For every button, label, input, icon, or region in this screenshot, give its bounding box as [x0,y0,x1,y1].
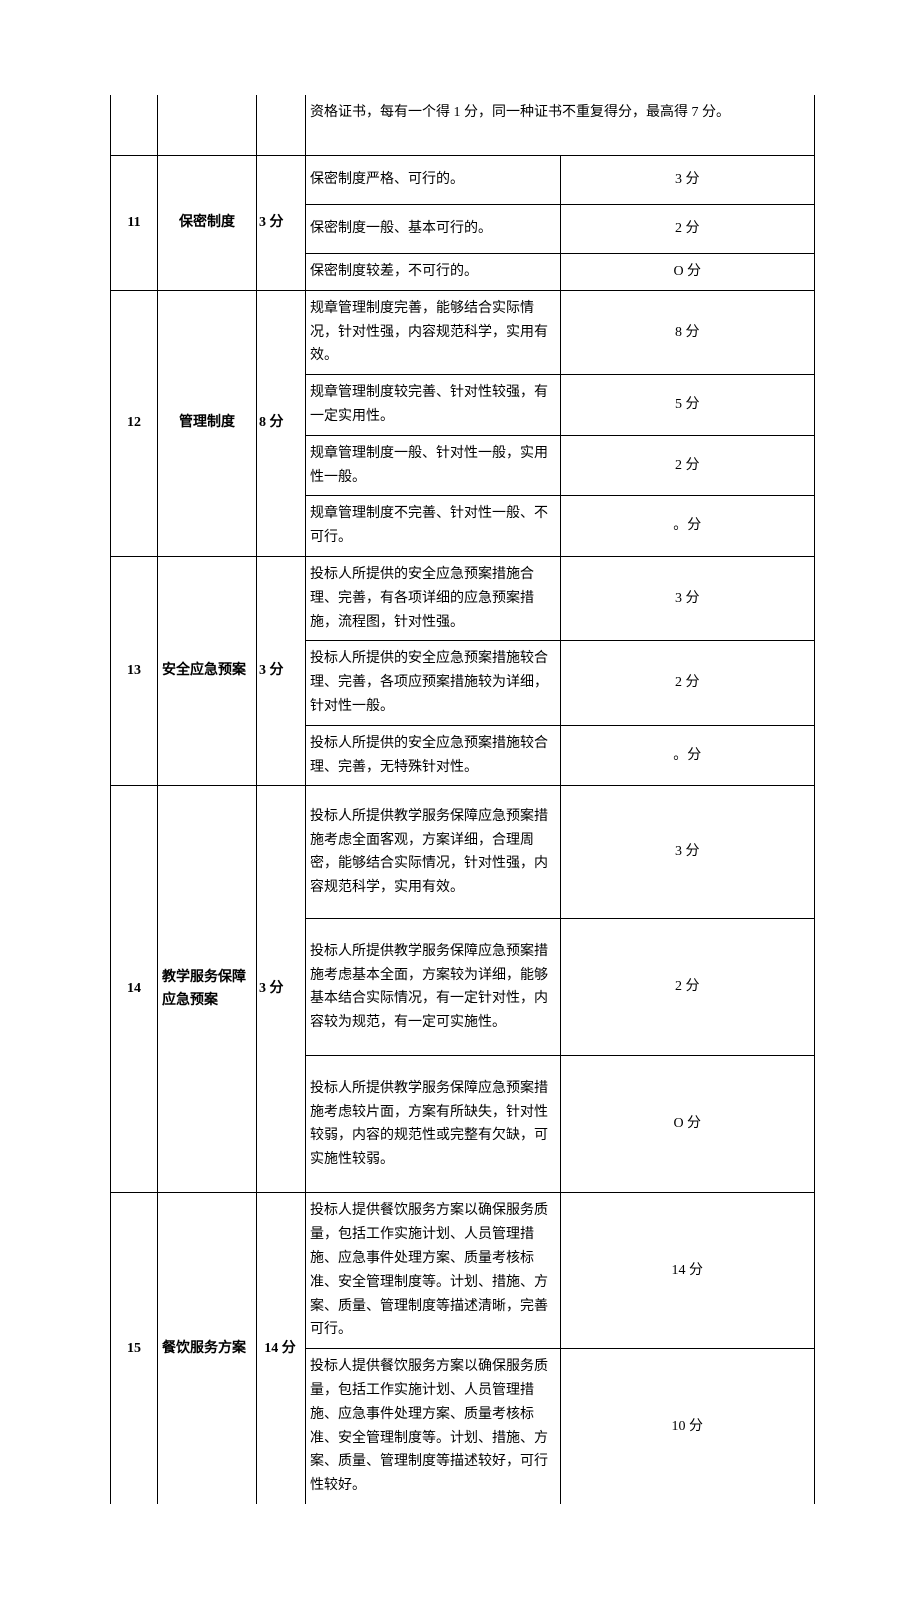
criteria-desc: 投标人所提供的安全应急预案措施较合理、完善，各项应预案措施较为详细，针对性一般。 [306,641,561,725]
row-number: 13 [111,556,158,785]
row-max-score: 3 分 [257,786,306,1193]
criteria-score: 。分 [560,496,815,557]
criteria-score: 5 分 [560,375,815,436]
row-number: 14 [111,786,158,1193]
row-number: 12 [111,290,158,556]
table-row: 14 教学服务保障应急预案 3 分 投标人所提供教学服务保障应急预案措施考虑全面… [111,786,815,919]
criteria-score: 3 分 [560,156,815,205]
criteria-score: 14 分 [560,1193,815,1349]
table-row: 15 餐饮服务方案 14 分 投标人提供餐饮服务方案以确保服务质量，包括工作实施… [111,1193,815,1349]
row-name: 餐饮服务方案 [158,1193,257,1504]
row-max-score: 8 分 [257,290,306,556]
criteria-desc: 保密制度较差，不可行的。 [306,254,561,291]
row-number: 11 [111,156,158,291]
scoring-table: 资格证书，每有一个得 1 分，同一种证书不重复得分，最高得 7 分。 11 保密… [110,95,815,1504]
row-name: 安全应急预案 [158,556,257,785]
criteria-score: O 分 [560,254,815,291]
criteria-desc: 保密制度一般、基本可行的。 [306,205,561,254]
criteria-desc: 规章管理制度较完善、针对性较强，有一定实用性。 [306,375,561,436]
criteria-score: 10 分 [560,1349,815,1504]
criteria-score: 8 分 [560,290,815,374]
criteria-score: 。分 [560,725,815,786]
row-max-score: 14 分 [257,1193,306,1504]
criteria-score: 2 分 [560,435,815,496]
criteria-desc: 资格证书，每有一个得 1 分，同一种证书不重复得分，最高得 7 分。 [306,95,815,156]
criteria-desc: 保密制度严格、可行的。 [306,156,561,205]
criteria-desc: 投标人所提供教学服务保障应急预案措施考虑全面客观，方案详细，合理周密，能够结合实… [306,786,561,919]
row-name: 保密制度 [158,156,257,291]
criteria-score: O 分 [560,1056,815,1193]
criteria-desc: 投标人所提供教学服务保障应急预案措施考虑较片面，方案有所缺失，针对性较弱，内容的… [306,1056,561,1193]
criteria-desc: 投标人所提供的安全应急预案措施较合理、完善，无特殊针对性。 [306,725,561,786]
table-row: 12 管理制度 8 分 规章管理制度完善，能够结合实际情况，针对性强，内容规范科… [111,290,815,374]
criteria-desc: 投标人提供餐饮服务方案以确保服务质量，包括工作实施计划、人员管理措施、应急事件处… [306,1193,561,1349]
criteria-desc: 投标人所提供教学服务保障应急预案措施考虑基本全面，方案较为详细，能够基本结合实际… [306,919,561,1056]
criteria-score: 3 分 [560,786,815,919]
criteria-desc: 规章管理制度完善，能够结合实际情况，针对性强，内容规范科学，实用有效。 [306,290,561,374]
table-row: 11 保密制度 3 分 保密制度严格、可行的。 3 分 [111,156,815,205]
criteria-desc: 规章管理制度一般、针对性一般，实用性一般。 [306,435,561,496]
criteria-score: 2 分 [560,919,815,1056]
criteria-score: 3 分 [560,556,815,640]
table-row: 13 安全应急预案 3 分 投标人所提供的安全应急预案措施合理、完善，有各项详细… [111,556,815,640]
row-number: 15 [111,1193,158,1504]
row-name: 教学服务保障应急预案 [158,786,257,1193]
criteria-score: 2 分 [560,641,815,725]
criteria-desc: 投标人所提供的安全应急预案措施合理、完善，有各项详细的应急预案措施，流程图，针对… [306,556,561,640]
criteria-score: 2 分 [560,205,815,254]
criteria-desc: 投标人提供餐饮服务方案以确保服务质量，包括工作实施计划、人员管理措施、应急事件处… [306,1349,561,1504]
table-row: 资格证书，每有一个得 1 分，同一种证书不重复得分，最高得 7 分。 [111,95,815,156]
row-name: 管理制度 [158,290,257,556]
row-max-score: 3 分 [257,156,306,291]
row-max-score: 3 分 [257,556,306,785]
criteria-desc: 规章管理制度不完善、针对性一般、不可行。 [306,496,561,557]
